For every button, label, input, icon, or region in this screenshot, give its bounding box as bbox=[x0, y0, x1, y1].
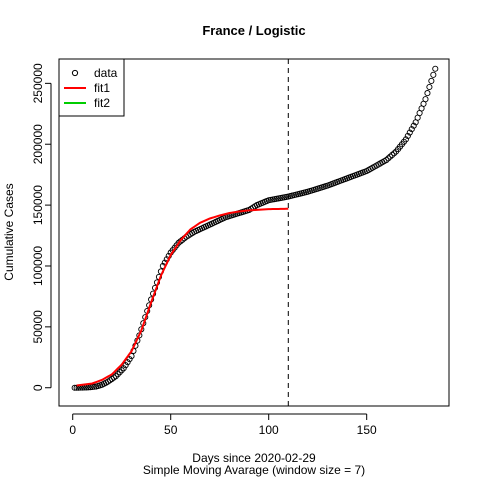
data-series bbox=[71, 65, 439, 391]
data-point bbox=[410, 122, 417, 129]
data-point bbox=[404, 132, 411, 139]
data-point bbox=[175, 239, 182, 246]
data-point bbox=[116, 369, 123, 376]
x-axis-label: Days since 2020-02-29 bbox=[192, 451, 316, 465]
legend-label-fit1: fit1 bbox=[94, 81, 110, 95]
y-tick-label: 150000 bbox=[31, 185, 45, 225]
y-axis-label: Cumulative Cases bbox=[2, 183, 16, 280]
data-point bbox=[122, 362, 129, 369]
data-point bbox=[387, 153, 394, 160]
y-axis: 0 50000 100000 150000 200000 250000 bbox=[31, 63, 52, 391]
data-point bbox=[385, 155, 392, 162]
legend-label-fit2: fit2 bbox=[94, 96, 110, 110]
data-point bbox=[408, 126, 415, 133]
x-tick-label: 150 bbox=[357, 423, 377, 437]
data-point bbox=[177, 238, 184, 245]
data-point bbox=[91, 383, 98, 390]
data-point bbox=[406, 129, 413, 136]
chart-title: France / Logistic bbox=[202, 23, 305, 38]
legend-data-symbol bbox=[71, 69, 79, 77]
x-tick-label: 0 bbox=[69, 423, 76, 437]
fit1-line bbox=[76, 207, 289, 387]
data-point bbox=[391, 150, 398, 157]
y-tick-label: 250000 bbox=[31, 63, 45, 103]
data-point bbox=[383, 157, 390, 164]
y-tick-label: 100000 bbox=[31, 246, 45, 286]
data-point bbox=[432, 65, 439, 72]
x-axis-subtitle: Simple Moving Avarage (window size = 7) bbox=[143, 463, 365, 477]
y-tick-label: 200000 bbox=[31, 124, 45, 164]
x-axis: 0 50 100 150 bbox=[69, 413, 377, 437]
data-point bbox=[424, 90, 431, 97]
data-point bbox=[120, 365, 127, 372]
data-point bbox=[422, 96, 429, 103]
x-tick-label: 50 bbox=[164, 423, 178, 437]
data-point bbox=[71, 384, 78, 391]
data-point bbox=[428, 77, 435, 84]
data-point bbox=[430, 71, 437, 78]
data-point bbox=[118, 367, 125, 374]
x-tick-label: 100 bbox=[259, 423, 279, 437]
y-tick-label: 50000 bbox=[31, 310, 45, 344]
data-point bbox=[402, 136, 409, 143]
data-point bbox=[124, 359, 131, 366]
data-point bbox=[114, 371, 121, 378]
data-point bbox=[112, 373, 119, 380]
data-point bbox=[426, 83, 433, 91]
legend-label-data: data bbox=[94, 66, 118, 80]
y-tick-label: 0 bbox=[31, 384, 45, 391]
data-point bbox=[389, 151, 396, 158]
plot-area bbox=[58, 58, 450, 407]
legend: data fit1 fit2 bbox=[58, 58, 125, 117]
